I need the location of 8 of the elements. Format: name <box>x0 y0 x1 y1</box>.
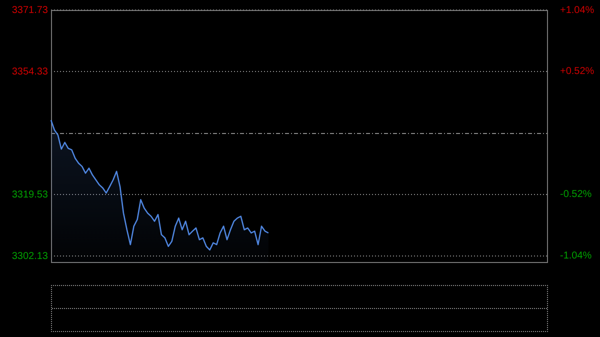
y-tick-label: 3354.33 <box>12 66 48 78</box>
y2-tick-label: -0.52% <box>560 189 592 200</box>
y-tick-label: 3302.13 <box>12 250 48 262</box>
y-tick-label: 3371.73 <box>12 4 48 16</box>
y-tick-label: 3319.53 <box>12 189 48 200</box>
y2-tick-label: +1.04% <box>560 4 594 16</box>
y2-tick-label: +0.52% <box>560 66 594 78</box>
y2-tick-label: -1.04% <box>560 250 592 262</box>
